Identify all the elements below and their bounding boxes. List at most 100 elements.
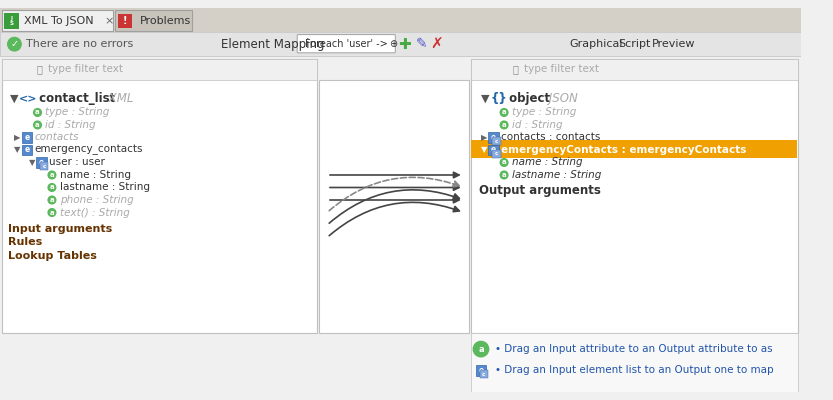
FancyBboxPatch shape <box>2 58 317 333</box>
Text: c: c <box>482 372 486 377</box>
Text: ✓: ✓ <box>10 39 18 49</box>
Text: c: c <box>495 151 498 156</box>
Text: ▶: ▶ <box>14 133 21 142</box>
Text: JSON: JSON <box>546 92 578 106</box>
Text: ▼: ▼ <box>10 94 18 104</box>
Text: • Drag an Input element list to an Output one to map: • Drag an Input element list to an Outpu… <box>496 365 774 375</box>
Text: type filter text: type filter text <box>524 64 599 74</box>
FancyBboxPatch shape <box>488 132 499 143</box>
Text: type filter text: type filter text <box>48 64 123 74</box>
Circle shape <box>501 121 508 129</box>
Text: J
S: J S <box>9 16 13 26</box>
Text: contacts: contacts <box>35 132 79 142</box>
Text: a: a <box>50 210 54 216</box>
Circle shape <box>7 38 21 51</box>
Text: e: e <box>39 158 44 167</box>
Text: Graphical: Graphical <box>570 39 623 49</box>
Text: Element Mapping: Element Mapping <box>222 38 325 51</box>
Text: e: e <box>478 366 484 375</box>
Text: phone : String: phone : String <box>60 195 133 205</box>
Text: name : String: name : String <box>60 170 131 180</box>
Text: ✚: ✚ <box>397 37 411 52</box>
Text: Foreach 'user' ->: Foreach 'user' -> <box>305 39 387 49</box>
FancyBboxPatch shape <box>36 157 47 168</box>
FancyBboxPatch shape <box>492 137 501 146</box>
Text: id : String: id : String <box>511 120 562 130</box>
Text: object: object <box>505 92 550 106</box>
Text: XML To JSON: XML To JSON <box>24 16 93 26</box>
Text: a: a <box>50 184 54 190</box>
FancyBboxPatch shape <box>492 150 501 158</box>
Text: lastname : String: lastname : String <box>511 170 601 180</box>
Text: e: e <box>24 133 29 142</box>
Text: <>: <> <box>19 94 37 104</box>
Text: contacts : contacts: contacts : contacts <box>501 132 601 142</box>
Text: 🔍: 🔍 <box>37 64 42 74</box>
Text: id : String: id : String <box>45 120 96 130</box>
Text: Input arguments: Input arguments <box>7 224 112 234</box>
Text: a: a <box>501 122 506 128</box>
Text: e: e <box>491 146 496 154</box>
Text: a: a <box>50 172 54 178</box>
Circle shape <box>33 121 42 129</box>
Text: Problems: Problems <box>139 16 191 26</box>
Text: a: a <box>50 197 54 203</box>
Text: Lookup Tables: Lookup Tables <box>7 251 97 261</box>
Circle shape <box>33 109 42 116</box>
FancyBboxPatch shape <box>22 145 32 155</box>
Circle shape <box>501 171 508 179</box>
FancyBboxPatch shape <box>471 140 796 158</box>
Text: Rules: Rules <box>7 237 42 247</box>
Text: text() : String: text() : String <box>60 208 129 218</box>
FancyBboxPatch shape <box>319 80 470 333</box>
Text: a: a <box>501 110 506 116</box>
FancyBboxPatch shape <box>488 145 499 155</box>
Text: • Drag an Input attribute to an Output attribute to as: • Drag an Input attribute to an Output a… <box>496 344 773 354</box>
Text: ▶: ▶ <box>481 133 487 142</box>
Text: emergencyContacts : emergencyContacts: emergencyContacts : emergencyContacts <box>501 145 746 155</box>
Text: lastname : String: lastname : String <box>60 182 150 192</box>
FancyBboxPatch shape <box>2 58 317 80</box>
Text: c: c <box>495 139 498 144</box>
FancyBboxPatch shape <box>40 162 48 170</box>
FancyBboxPatch shape <box>297 34 396 53</box>
Text: e: e <box>24 146 29 154</box>
Text: XML: XML <box>105 92 133 106</box>
Text: There are no errors: There are no errors <box>26 39 133 49</box>
Text: {}: {} <box>491 92 507 106</box>
Text: ✎: ✎ <box>416 37 427 51</box>
Text: a: a <box>35 122 40 128</box>
Circle shape <box>501 109 508 116</box>
Text: emergency_contacts: emergency_contacts <box>35 145 143 155</box>
Text: ×: × <box>104 16 113 26</box>
Text: contact_list: contact_list <box>35 92 115 106</box>
Text: a: a <box>501 160 506 166</box>
Circle shape <box>48 184 56 191</box>
Circle shape <box>48 171 56 179</box>
Text: c: c <box>42 164 46 169</box>
FancyBboxPatch shape <box>471 58 799 80</box>
Text: type : String: type : String <box>45 108 110 118</box>
Text: type : String: type : String <box>511 108 576 118</box>
Text: ▼: ▼ <box>481 146 487 154</box>
Text: Preview: Preview <box>651 39 695 49</box>
Text: ▼: ▼ <box>29 158 35 167</box>
FancyBboxPatch shape <box>0 32 801 56</box>
Text: a: a <box>501 172 506 178</box>
Circle shape <box>48 196 56 204</box>
FancyBboxPatch shape <box>2 10 112 31</box>
Text: user : user: user : user <box>49 158 105 168</box>
Circle shape <box>473 342 489 357</box>
Text: e: e <box>491 133 496 142</box>
Text: a: a <box>478 345 484 354</box>
FancyBboxPatch shape <box>471 333 799 392</box>
FancyBboxPatch shape <box>4 13 19 29</box>
Text: ▼: ▼ <box>14 146 21 154</box>
FancyBboxPatch shape <box>471 58 799 333</box>
FancyBboxPatch shape <box>0 8 801 32</box>
Text: !: ! <box>122 16 127 26</box>
FancyBboxPatch shape <box>116 10 192 31</box>
Circle shape <box>501 159 508 166</box>
Text: ⊕: ⊕ <box>390 39 397 49</box>
Text: ▼: ▼ <box>481 94 490 104</box>
